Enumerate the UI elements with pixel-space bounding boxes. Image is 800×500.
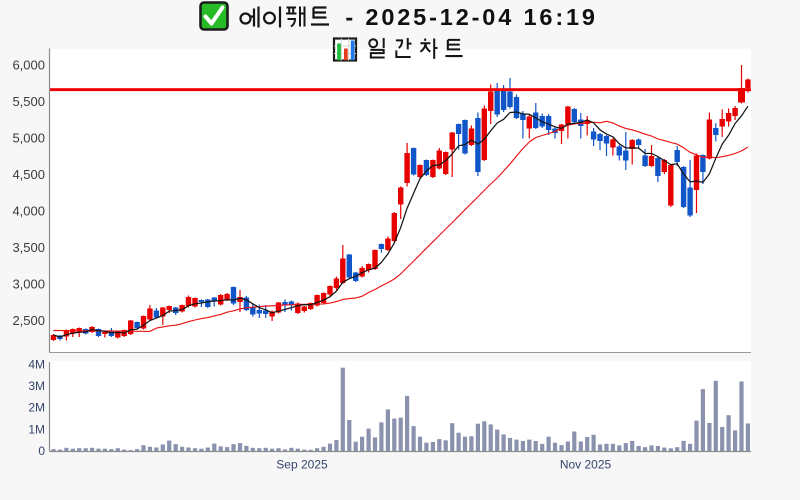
svg-text:3,000: 3,000 [12, 276, 45, 291]
svg-text:- 2025-12-04 16:19: - 2025-12-04 16:19 [336, 4, 595, 30]
svg-text:1M: 1M [28, 422, 45, 436]
svg-text:4,000: 4,000 [12, 203, 45, 218]
svg-text:5,500: 5,500 [12, 94, 45, 109]
svg-text:0: 0 [38, 444, 45, 458]
svg-text:Nov 2025: Nov 2025 [560, 458, 612, 472]
svg-text:2,500: 2,500 [12, 313, 45, 328]
svg-text:6,000: 6,000 [12, 57, 45, 72]
svg-text:4M: 4M [28, 358, 45, 372]
svg-text:2M: 2M [28, 401, 45, 415]
svg-text:5,000: 5,000 [12, 130, 45, 145]
svg-text:Sep 2025: Sep 2025 [276, 458, 328, 472]
svg-text:3M: 3M [28, 379, 45, 393]
svg-text:4,500: 4,500 [12, 167, 45, 182]
svg-text:3,500: 3,500 [12, 240, 45, 255]
